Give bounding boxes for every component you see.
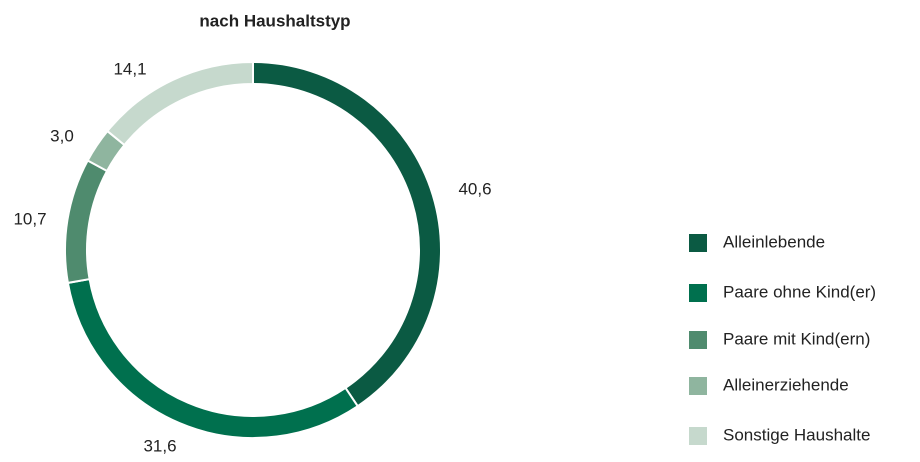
legend-label: Paare ohne Kind(er)	[723, 282, 876, 301]
legend-label: Sonstige Haushalte	[723, 425, 870, 444]
legend-label: Alleinlebende	[723, 232, 825, 251]
legend-label: Paare mit Kind(ern)	[723, 329, 870, 348]
legend-swatch	[689, 427, 707, 445]
data-label: 3,0	[50, 126, 74, 145]
legend-swatch	[689, 234, 707, 252]
legend-swatch	[689, 377, 707, 395]
donut-segment	[252, 60, 442, 408]
data-label: 10,7	[13, 209, 46, 228]
data-label: 40,6	[458, 179, 491, 198]
data-label: 31,6	[143, 436, 176, 455]
donut-segment	[66, 277, 360, 439]
legend-label: Alleinerziehende	[723, 375, 849, 394]
donut-segment	[64, 159, 109, 285]
donut-segment	[105, 60, 254, 147]
data-label: 14,1	[113, 59, 146, 78]
legend-swatch	[689, 331, 707, 349]
legend-swatch	[689, 284, 707, 302]
chart-title: nach Haushaltstyp	[199, 11, 350, 30]
